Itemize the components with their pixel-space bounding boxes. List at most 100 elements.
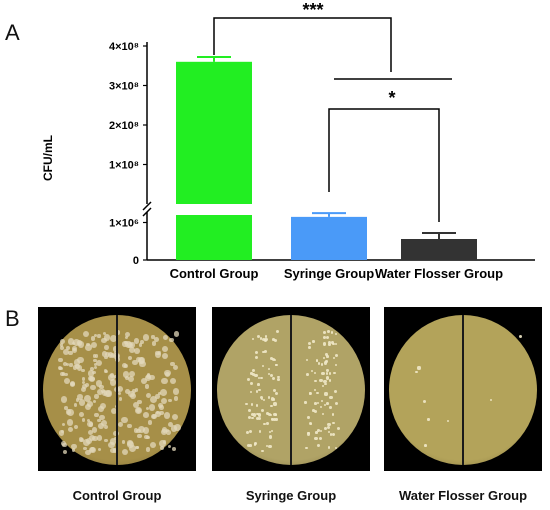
colony-dot — [262, 350, 265, 354]
colony-dot — [315, 431, 318, 434]
colony-dot — [245, 402, 248, 406]
colony-dot — [332, 421, 335, 425]
colony-dot — [266, 444, 269, 448]
colony-dot — [135, 445, 139, 450]
colony-dot — [101, 389, 106, 393]
colony-dot — [75, 398, 80, 402]
colony-dot — [159, 405, 164, 410]
colony-dot — [79, 411, 85, 417]
colony-dot — [253, 443, 257, 446]
colony-dot — [248, 415, 252, 419]
colony-dot — [63, 362, 68, 367]
colony-dot — [270, 404, 274, 408]
colony-dot — [144, 434, 149, 440]
colony-dot — [264, 335, 268, 338]
colony-dot — [325, 335, 329, 339]
colony-dot — [277, 378, 280, 382]
colony-dot — [115, 330, 121, 335]
colony-dot — [86, 421, 93, 427]
colony-dot — [313, 371, 316, 374]
colony-dot — [59, 338, 66, 345]
colony-dot — [114, 437, 118, 441]
colony-dot — [271, 337, 275, 341]
colony-dot — [86, 418, 91, 423]
colony-dot — [132, 401, 140, 409]
significance-brackets: **** — [213, 0, 452, 222]
colony-dot — [62, 449, 67, 455]
colony-dot — [98, 406, 105, 413]
colony-dot — [155, 394, 160, 400]
colony-dot — [77, 341, 85, 349]
colony-dot — [127, 440, 133, 446]
colony-dot — [316, 401, 320, 405]
colony-dot — [67, 338, 74, 345]
colony-dot — [99, 402, 106, 410]
colony-dot — [332, 356, 336, 359]
colony-dot — [77, 394, 83, 400]
bar-upper-segment — [176, 61, 252, 204]
colony-dot — [66, 363, 70, 367]
colony-dot — [71, 346, 77, 352]
significance-bracket — [213, 17, 392, 72]
colony-dot — [251, 412, 254, 416]
colony-dot — [319, 436, 323, 440]
colony-dot — [417, 366, 421, 370]
colony-dot — [334, 402, 338, 406]
colony-dot — [144, 384, 150, 389]
colony-dot — [267, 396, 271, 399]
colony-dot — [245, 431, 249, 435]
colony-dot — [257, 383, 260, 386]
colony-dot — [328, 341, 332, 345]
plate-divider — [290, 315, 292, 465]
plate-divider — [116, 315, 118, 465]
colony-dot — [78, 437, 84, 442]
colony-dot — [93, 362, 98, 366]
colony-dot — [150, 396, 158, 403]
colony-dot — [60, 440, 66, 446]
colony-dot — [323, 361, 327, 365]
colony-dot — [60, 343, 64, 347]
colony-dot — [101, 337, 107, 343]
colony-dot — [272, 398, 276, 401]
colony-dot — [83, 394, 91, 402]
colony-dot — [100, 420, 107, 427]
colony-dot — [325, 360, 328, 363]
colony-dot — [155, 411, 161, 417]
colony-dot — [110, 335, 117, 342]
colony-dot — [151, 335, 155, 339]
colony-dot — [256, 417, 260, 421]
colony-dot — [274, 364, 278, 367]
colony-dot — [161, 352, 168, 359]
colony-dot — [146, 374, 152, 380]
colony-dot — [99, 415, 105, 421]
colony-dot — [98, 447, 102, 452]
colony-dot — [129, 393, 136, 399]
colony-dot — [172, 388, 179, 395]
colony-dot — [317, 362, 321, 365]
colony-dot — [272, 357, 276, 362]
colony-dot — [110, 447, 116, 453]
colony-dot — [254, 350, 258, 354]
colony-dot — [173, 331, 180, 338]
colony-dot — [150, 413, 157, 420]
colony-dot — [334, 447, 337, 450]
colony-dot — [328, 372, 332, 375]
colony-dot — [149, 442, 156, 448]
colony-dot — [251, 416, 254, 420]
colony-dot — [59, 371, 64, 376]
colony-dot — [249, 429, 253, 434]
colony-dot — [270, 413, 273, 416]
colony-dot — [323, 382, 327, 386]
colony-dot — [314, 389, 317, 392]
colony-dot — [120, 416, 128, 424]
colony-dot — [273, 402, 277, 406]
colony-dot — [137, 433, 142, 439]
colony-dot — [259, 337, 263, 340]
colony-dot — [117, 392, 122, 396]
colony-dot — [246, 443, 250, 447]
colony-dot — [139, 360, 146, 368]
colony-dot — [133, 348, 140, 354]
colony-dot — [125, 389, 130, 395]
colony-dot — [316, 391, 319, 395]
colony-dot — [145, 446, 151, 452]
